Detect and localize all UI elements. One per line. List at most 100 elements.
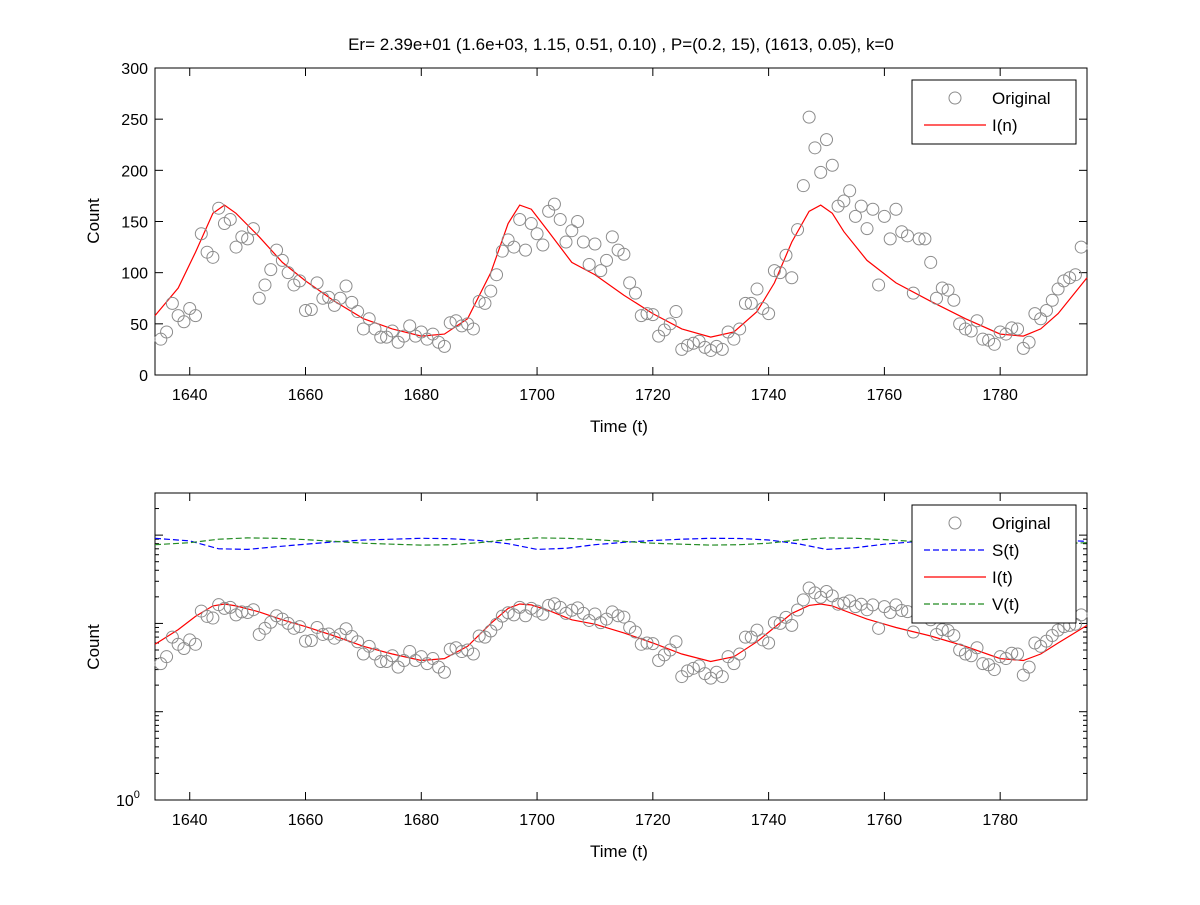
top-legend: Original I(n) — [911, 79, 1077, 145]
data-point-original — [490, 268, 504, 282]
data-point-original — [796, 593, 810, 607]
data-point-original — [524, 601, 538, 615]
data-point-original — [1045, 293, 1059, 307]
top-y-ticks: 0 50 100 150 200 250 300 — [121, 61, 1087, 385]
data-point-original — [767, 264, 781, 278]
data-point-original — [744, 296, 758, 310]
data-point-original — [206, 611, 220, 625]
data-point-original — [912, 232, 926, 246]
data-point-original — [484, 284, 498, 298]
data-point-original — [993, 650, 1007, 664]
data-point-original — [177, 315, 191, 329]
data-point-original — [229, 240, 243, 254]
data-point-original — [466, 322, 480, 336]
data-point-original — [212, 201, 226, 215]
data-point-original — [796, 179, 810, 193]
data-point-original — [258, 278, 272, 292]
data-point-original — [611, 609, 625, 623]
data-point-original — [385, 324, 399, 338]
data-point-original — [738, 296, 752, 310]
data-point-original — [437, 339, 451, 353]
data-point-original — [762, 636, 776, 650]
bottom-panel: 1640 1660 1680 1700 1720 1740 1760 1780 100 Tim… — [84, 492, 1088, 861]
y-tick-label: 300 — [121, 61, 148, 78]
data-point-original — [351, 635, 365, 649]
data-point-original — [785, 618, 799, 632]
legend-label: I(n) — [992, 116, 1018, 135]
data-point-original — [628, 286, 642, 300]
data-point-original — [646, 308, 660, 322]
x-tick-label: 1700 — [519, 387, 555, 404]
x-tick-label: 1740 — [751, 812, 787, 829]
data-point-original — [160, 650, 174, 664]
data-point-original — [779, 248, 793, 262]
y-tick-label: 100 — [121, 266, 148, 283]
data-point-original — [351, 305, 365, 319]
data-point-original — [970, 314, 984, 328]
legend-marker — [948, 91, 962, 105]
data-point-original — [837, 596, 851, 610]
y-tick-label: 50 — [130, 317, 148, 334]
data-point-original — [200, 609, 214, 623]
legend-box — [911, 79, 1077, 145]
data-point-original — [275, 253, 289, 267]
data-point-original — [374, 330, 388, 344]
x-tick-label: 1640 — [172, 387, 208, 404]
x-tick-label: 1780 — [982, 387, 1018, 404]
data-point-original — [686, 336, 700, 350]
data-point-original — [189, 637, 203, 651]
data-point-original — [206, 250, 220, 264]
data-point-original — [715, 342, 729, 356]
data-point-original — [681, 338, 695, 352]
data-point-original — [750, 623, 764, 637]
data-point-original — [623, 276, 637, 290]
data-point-original — [518, 243, 532, 257]
data-point-original — [600, 253, 614, 267]
chart-title: Er= 2.39e+01 (1.6e+03, 1.15, 0.51, 0.10)… — [348, 35, 894, 54]
data-point-original — [987, 337, 1001, 351]
legend-label: S(t) — [992, 541, 1019, 560]
data-point-original — [947, 293, 961, 307]
data-point-original — [727, 657, 741, 671]
x-tick-label: 1760 — [867, 812, 903, 829]
y-tick-label: 150 — [121, 215, 148, 232]
data-point-original — [773, 266, 787, 280]
data-point-original — [1039, 304, 1053, 318]
data-point-original — [293, 620, 307, 634]
data-point-original — [628, 625, 642, 639]
data-point-original — [264, 263, 278, 277]
y-tick-label: 250 — [121, 112, 148, 129]
data-point-original — [252, 291, 266, 305]
data-point-original — [385, 649, 399, 663]
data-point-original — [246, 603, 260, 617]
data-point-original — [437, 665, 451, 679]
data-point-original — [681, 664, 695, 678]
data-point-original — [906, 286, 920, 300]
data-point-original — [1011, 322, 1025, 336]
data-point-original — [941, 283, 955, 297]
data-point-original — [235, 230, 249, 244]
data-point-original — [513, 212, 527, 226]
x-tick-label: 1640 — [172, 812, 208, 829]
data-point-original — [565, 224, 579, 238]
x-tick-label: 1680 — [403, 812, 439, 829]
x-tick-label: 1740 — [751, 387, 787, 404]
data-point-original — [669, 635, 683, 649]
data-point-original — [246, 222, 260, 236]
x-tick-label: 1660 — [288, 387, 324, 404]
data-point-original — [362, 312, 376, 326]
x-tick-label: 1760 — [867, 387, 903, 404]
series-line-S(t) — [154, 537, 1088, 551]
data-point-original — [669, 305, 683, 319]
data-point-original — [640, 307, 654, 321]
data-point-original — [270, 243, 284, 257]
data-point-original — [686, 661, 700, 675]
data-point-original — [304, 634, 318, 648]
data-point-original — [403, 645, 417, 659]
data-point-original — [958, 322, 972, 336]
data-point-original — [547, 197, 561, 211]
data-point-original — [571, 215, 585, 228]
data-point-original — [304, 303, 318, 317]
data-point-original — [339, 279, 353, 293]
data-point-original — [738, 630, 752, 644]
